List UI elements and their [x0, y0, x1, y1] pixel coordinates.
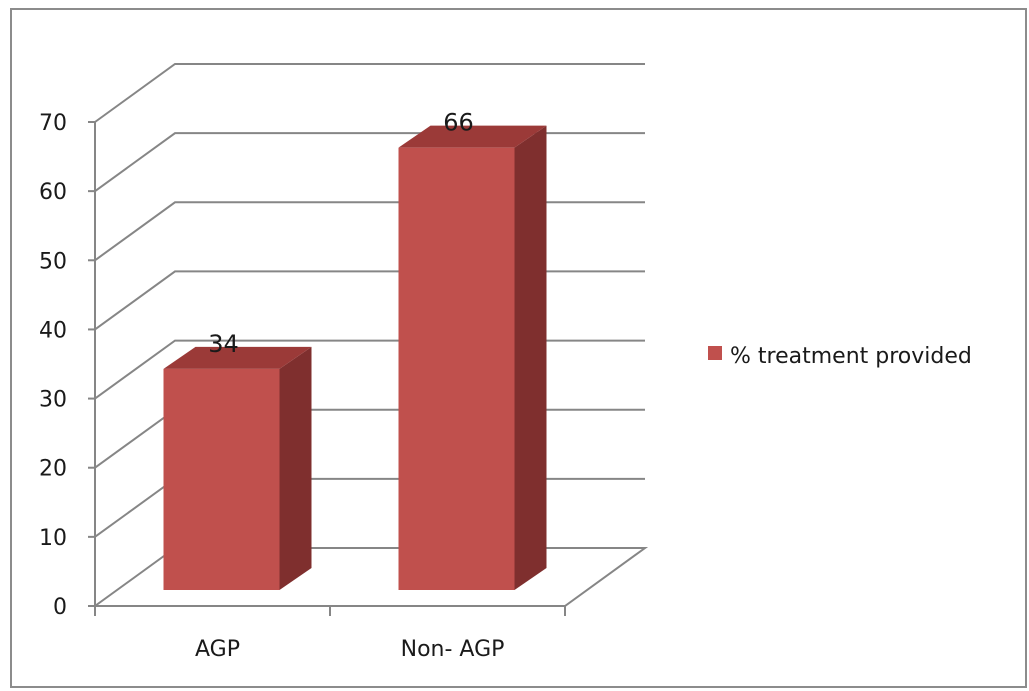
y-tick-label: 30: [39, 388, 67, 413]
y-tick-label: 10: [39, 526, 67, 551]
bar: [398, 125, 547, 591]
bar-top: [163, 346, 312, 369]
bar-top: [398, 125, 547, 148]
y-tick-label: 40: [39, 318, 67, 343]
legend-swatch: [708, 346, 722, 360]
gridline: [94, 132, 645, 192]
legend: % treatment provided: [708, 344, 972, 369]
x-tick-label: Non- AGP: [401, 637, 505, 662]
y-tick-label: 0: [53, 595, 67, 620]
bar-front: [398, 147, 515, 590]
gridline: [94, 63, 645, 123]
y-tick-label: 70: [39, 111, 67, 136]
gridline: [94, 201, 645, 262]
axes: [88, 121, 649, 616]
bar: [163, 346, 312, 590]
y-tick-label: 60: [39, 180, 67, 205]
legend-label: % treatment provided: [730, 344, 972, 369]
chart-floor: [91, 547, 649, 607]
x-tick-label: AGP: [195, 637, 240, 662]
gridline: [94, 270, 645, 331]
bar-front: [163, 368, 280, 590]
labels: 0 10 20 30 40 50 60 70 34 AGP 66 Non- AGP: [39, 109, 504, 662]
y-tick-label: 20: [39, 457, 67, 482]
data-label: 34: [208, 330, 239, 358]
bar-side: [279, 346, 312, 590]
bar-side: [514, 125, 547, 591]
bars: [163, 125, 547, 591]
y-tick-label: 50: [39, 249, 67, 274]
data-label: 66: [443, 109, 474, 137]
